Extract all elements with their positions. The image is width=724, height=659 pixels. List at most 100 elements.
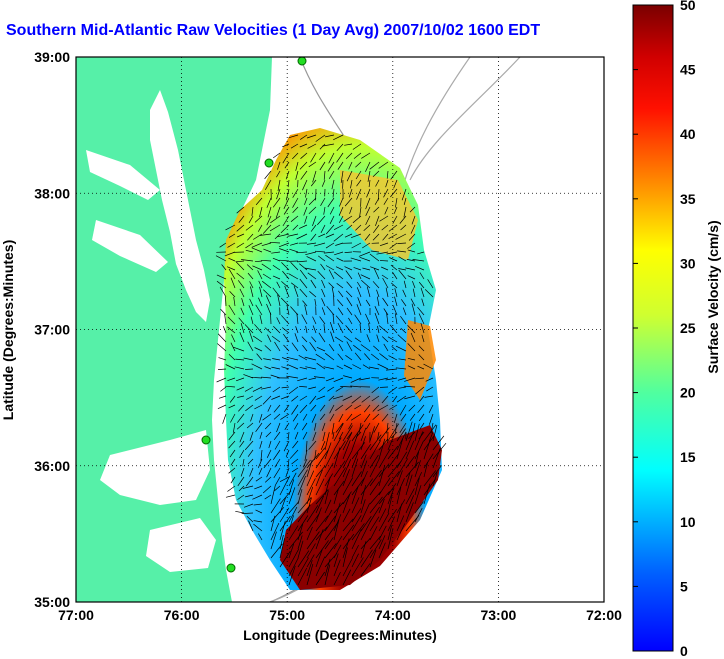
velocity-vector [228, 440, 236, 449]
velocity-vector [297, 515, 309, 532]
velocity-vector [254, 260, 263, 263]
velocity-vector [332, 395, 344, 400]
velocity-vector [230, 476, 236, 484]
velocity-vector [418, 413, 425, 422]
velocity-vector [342, 449, 353, 469]
velocity-vector [299, 404, 308, 414]
velocity-vector [270, 506, 285, 523]
velocity-vector [350, 385, 362, 388]
velocity-vector [383, 343, 389, 352]
velocity-vector [215, 255, 227, 262]
velocity-vector [315, 469, 323, 487]
velocity-vector [348, 422, 353, 430]
velocity-vector [288, 487, 296, 505]
velocity-vector [242, 485, 254, 489]
velocity-vector [283, 197, 290, 209]
velocity-vector [321, 288, 326, 298]
velocity-vector [306, 505, 319, 523]
velocity-vector [359, 206, 362, 218]
velocity-vector [423, 461, 429, 478]
velocity-vector [324, 352, 335, 361]
velocity-vector [419, 395, 425, 402]
velocity-vector [385, 377, 398, 381]
velocity-vector [369, 481, 380, 496]
velocity-vector [382, 297, 389, 307]
velocity-vector [288, 386, 299, 395]
velocity-vector [329, 321, 335, 334]
velocity-vector [346, 431, 353, 440]
velocity-vector [290, 143, 299, 149]
velocity-vector [322, 431, 326, 442]
velocity-vector [299, 143, 308, 148]
velocity-vector [301, 336, 308, 343]
velocity-vector [414, 440, 424, 460]
velocity-vector [248, 305, 254, 316]
velocity-vector [393, 179, 398, 189]
velocity-vector [396, 503, 403, 523]
velocity-vector [381, 274, 389, 280]
velocity-vector [259, 314, 263, 325]
velocity-vector [354, 314, 362, 325]
velocity-vector [355, 161, 362, 168]
velocity-vector [396, 486, 402, 505]
velocity-vector [417, 251, 425, 255]
velocity-vector [264, 179, 272, 190]
velocity-vector [342, 518, 354, 532]
colorbar-tick-label: 35 [680, 191, 696, 207]
velocity-vector [305, 267, 317, 271]
velocity-vector [315, 478, 325, 496]
velocity-vector [342, 524, 355, 541]
velocity-vector [270, 498, 281, 514]
velocity-vector [333, 502, 341, 523]
y-tick-label: 38:00 [34, 185, 70, 201]
velocity-vector [297, 459, 311, 478]
velocity-vector [276, 170, 281, 178]
velocity-vector [390, 188, 398, 198]
velocity-vector [335, 404, 344, 411]
velocity-vector [270, 515, 276, 532]
velocity-vector [396, 451, 408, 469]
velocity-vector [264, 366, 272, 370]
velocity-vector [262, 395, 272, 405]
velocity-vector [412, 288, 416, 298]
station-marker [297, 57, 307, 66]
velocity-vector [398, 268, 407, 271]
velocity-vector [325, 233, 335, 238]
velocity-vector [356, 304, 362, 316]
velocity-vector [312, 215, 317, 227]
velocity-vector [375, 215, 380, 227]
velocity-vector [306, 256, 317, 262]
velocity-vector [235, 377, 245, 382]
velocity-vector [282, 215, 290, 227]
velocity-vector [350, 377, 362, 383]
velocity-vector [353, 267, 362, 271]
velocity-vector [300, 170, 308, 180]
title-colorbar-overlap [605, 18, 631, 46]
velocity-vector [321, 279, 326, 289]
velocity-vector [316, 362, 326, 370]
velocity-vector [348, 317, 353, 325]
velocity-vector [363, 404, 371, 413]
velocity-vector [309, 395, 317, 405]
y-tick-label: 36:00 [34, 458, 70, 474]
velocity-vector [373, 206, 380, 213]
velocity-vector [272, 152, 281, 159]
velocity-vector [333, 559, 341, 577]
x-tick-label: 74:00 [375, 607, 411, 623]
velocity-vector [360, 541, 367, 559]
velocity-vector [396, 515, 405, 532]
velocity-vector [287, 364, 299, 370]
velocity-vector [260, 386, 272, 390]
velocity-vector [236, 224, 245, 232]
velocity-vector [389, 404, 398, 410]
velocity-vector [280, 413, 290, 420]
velocity-vector [333, 571, 341, 586]
velocity-vector [414, 460, 421, 478]
velocity-vector [365, 313, 371, 325]
velocity-vector [398, 269, 407, 280]
velocity-vector [404, 395, 416, 400]
y-tick-label: 35:00 [34, 594, 70, 610]
velocity-vector [228, 431, 236, 441]
velocity-vector [264, 345, 272, 352]
sound [100, 430, 210, 505]
